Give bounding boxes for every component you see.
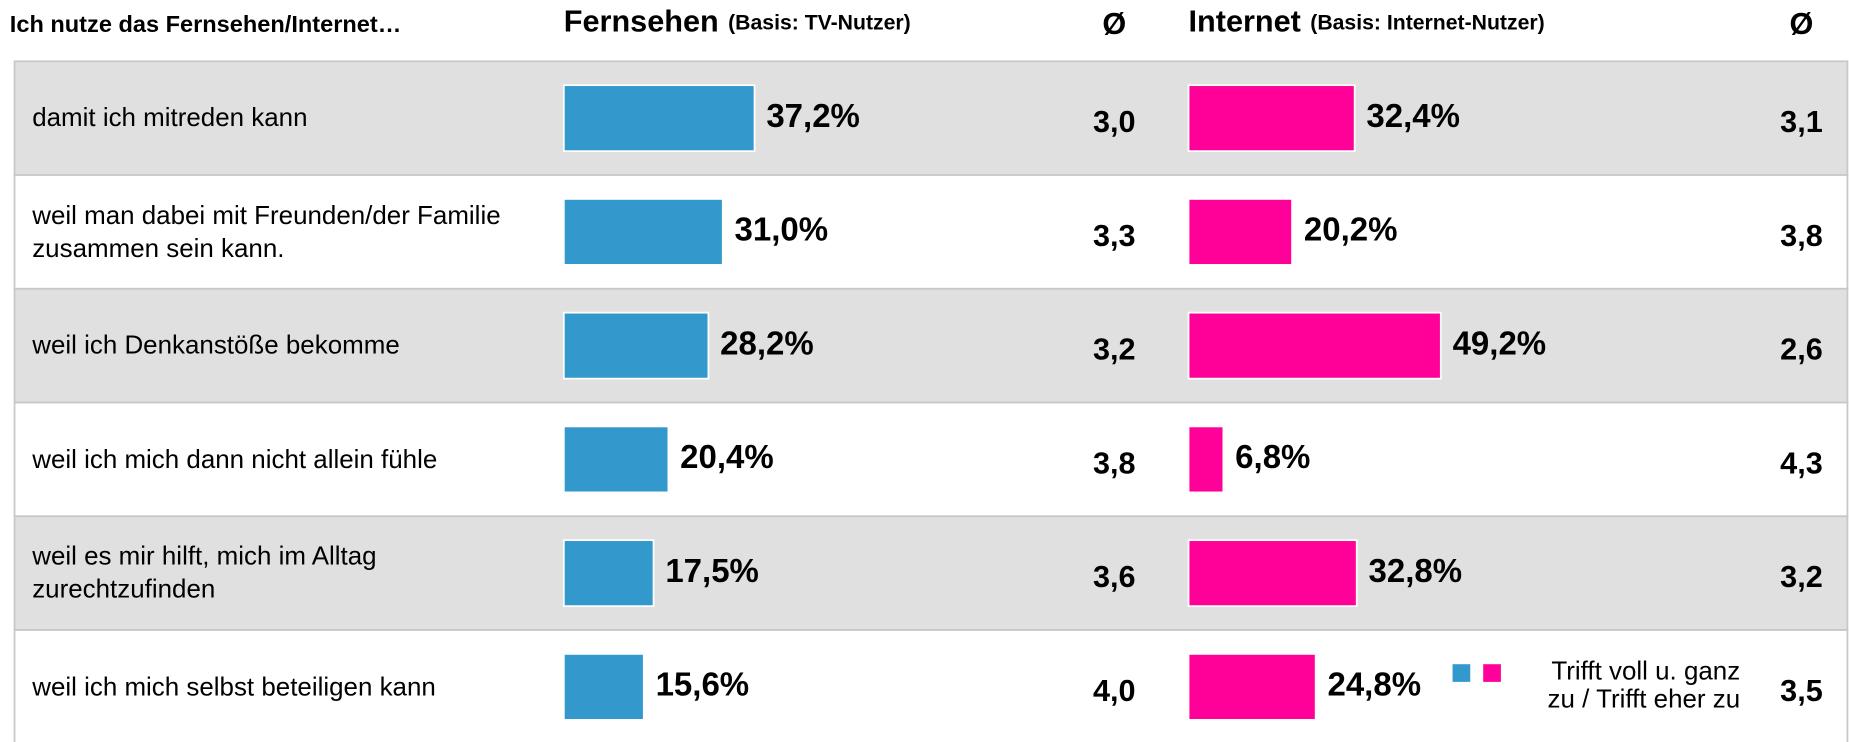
average-label: 4,3 [1780,446,1823,480]
value-label: 32,4% [1366,97,1460,134]
legend-label: Trifft voll u. ganz [1551,657,1740,685]
average-label: 3,3 [1093,219,1136,253]
value-label: 31,0% [735,211,829,248]
row-background [13,287,1849,404]
bar [1187,198,1293,266]
series-subtitle: (Basis: Internet-Nutzer) [1310,11,1544,34]
column-header: Internet (Basis: Internet-Nutzer) [1189,5,1545,39]
row-label-box: damit ich mitreden kann [32,102,308,133]
average-label: 3,5 [1780,674,1823,708]
row-label-box: weil ich Denkanstöße bekomme [32,330,400,360]
bar [1187,311,1442,380]
value-label: 20,2% [1304,211,1398,248]
average-label: 2,6 [1780,333,1823,367]
row-label-box: weil ich mich dann nicht allein fühle [32,444,438,474]
average-label: 3,2 [1780,560,1823,594]
avg-header: Ø [1790,7,1814,41]
legend-label: zu / Trifft eher zu [1548,686,1741,714]
column-header: Fernsehen (Basis: TV-Nutzer) [564,5,911,39]
bar [562,653,645,721]
average-label: 3,2 [1093,333,1136,367]
average-label: 3,8 [1093,446,1136,480]
legend-swatch [1452,664,1471,682]
row-background [13,515,1849,631]
bar [1187,84,1356,153]
bar [562,425,670,494]
average-label: 4,0 [1093,674,1136,708]
value-label: 20,4% [680,438,774,475]
series-name: Fernsehen [564,5,719,39]
value-label: 28,2% [720,324,814,361]
average-label: 3,8 [1780,219,1823,253]
value-label: 15,6% [656,666,750,703]
row-background [13,401,1849,518]
bar [562,198,724,266]
average-label: 3,6 [1093,560,1136,594]
value-label: 17,5% [665,552,759,589]
series-subtitle: (Basis: TV-Nutzer) [728,11,911,34]
value-label: 49,2% [1453,324,1547,361]
value-label: 6,8% [1235,438,1310,475]
series-name: Internet [1189,5,1301,39]
bar [1187,425,1225,494]
row-label: weil es mir hilft, mich im Alltag zurech… [32,541,377,604]
row-label-box: weil ich mich selbst beteiligen kann [32,671,436,702]
row-label: weil ich mich dann nicht allein fühle [32,444,438,474]
value-label: 24,8% [1327,666,1421,703]
value-label: 32,8% [1368,552,1462,589]
row-label: weil man dabei mit Freunden/der Familie … [32,200,501,263]
row-label: weil ich mich selbst beteiligen kann [32,671,436,702]
bar [562,539,655,608]
row-background [13,629,1849,742]
average-label: 3,0 [1093,105,1136,139]
legend-swatch [1483,664,1501,682]
avg-header: Ø [1102,7,1126,41]
chart-title: Ich nutze das Fernsehen/Internet… [10,11,401,37]
bar [1187,539,1358,608]
row-background [13,174,1849,290]
average-label: 3,1 [1780,105,1823,139]
bar [1187,653,1317,721]
row-label-box: weil es mir hilft, mich im Alltag zurech… [32,541,377,604]
row-label: damit ich mitreden kann [32,102,308,133]
value-label: 37,2% [766,97,860,134]
row-label: weil ich Denkanstöße bekomme [32,330,400,360]
row-label-box: weil man dabei mit Freunden/der Familie … [32,200,501,263]
bar [562,311,710,380]
bar [562,84,756,153]
row-background [13,60,1849,176]
